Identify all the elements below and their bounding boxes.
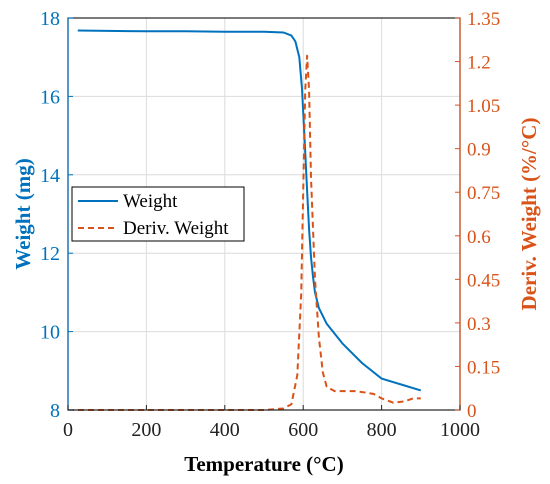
left-axis-ticks: 8 10 12 14 16 18 [40,8,73,422]
y-left-tick-label: 10 [40,322,60,344]
x-tick-label: 400 [210,419,240,441]
y-left-tick-label: 8 [50,400,60,422]
x-tick-label: 1000 [440,419,480,441]
x-tick-label: 600 [288,419,318,441]
y-right-tick-label: 1.2 [467,53,491,74]
x-tick-label: 0 [63,419,73,441]
y-right-tick-label: 0.75 [467,183,500,204]
y-right-tick-label: 0.15 [467,357,500,378]
y-right-tick-label: 0 [467,401,477,422]
series-line-weight [77,29,422,392]
y-right-tick-label: 0.3 [467,314,491,335]
y-left-tick-label: 16 [40,86,60,108]
y-right-tick-label: 1.05 [467,96,500,117]
legend-label-deriv-weight: Deriv. Weight [123,218,229,239]
x-tick-label: 200 [131,419,161,441]
x-tick-label: 800 [367,419,397,441]
y-axis-right-title: Deriv. Weight (%/°C) [517,118,541,311]
y-left-tick-label: 12 [40,243,60,265]
right-axis-ticks: 0 0.15 0.3 0.45 0.6 0.75 0.9 1.05 1.2 1.35 [455,9,500,422]
y-right-tick-label: 0.9 [467,140,491,161]
legend-box [71,186,245,242]
y-left-tick-label: 18 [40,8,60,30]
legend: Weight Deriv. Weight [71,186,245,242]
y-right-tick-label: 0.6 [467,227,491,248]
bottom-axis-ticks: 0 200 400 600 800 1000 [63,405,480,441]
y-right-tick-label: 0.45 [467,270,500,291]
y-right-tick-label: 1.35 [467,9,500,30]
legend-label-weight: Weight [123,191,178,212]
y-left-tick-label: 14 [40,165,60,187]
y-axis-left-title: Weight (mg) [11,158,35,269]
x-axis-title: Temperature (°C) [184,452,343,476]
